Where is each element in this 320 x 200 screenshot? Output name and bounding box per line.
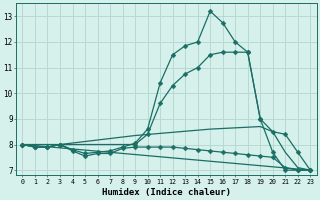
- X-axis label: Humidex (Indice chaleur): Humidex (Indice chaleur): [102, 188, 231, 197]
